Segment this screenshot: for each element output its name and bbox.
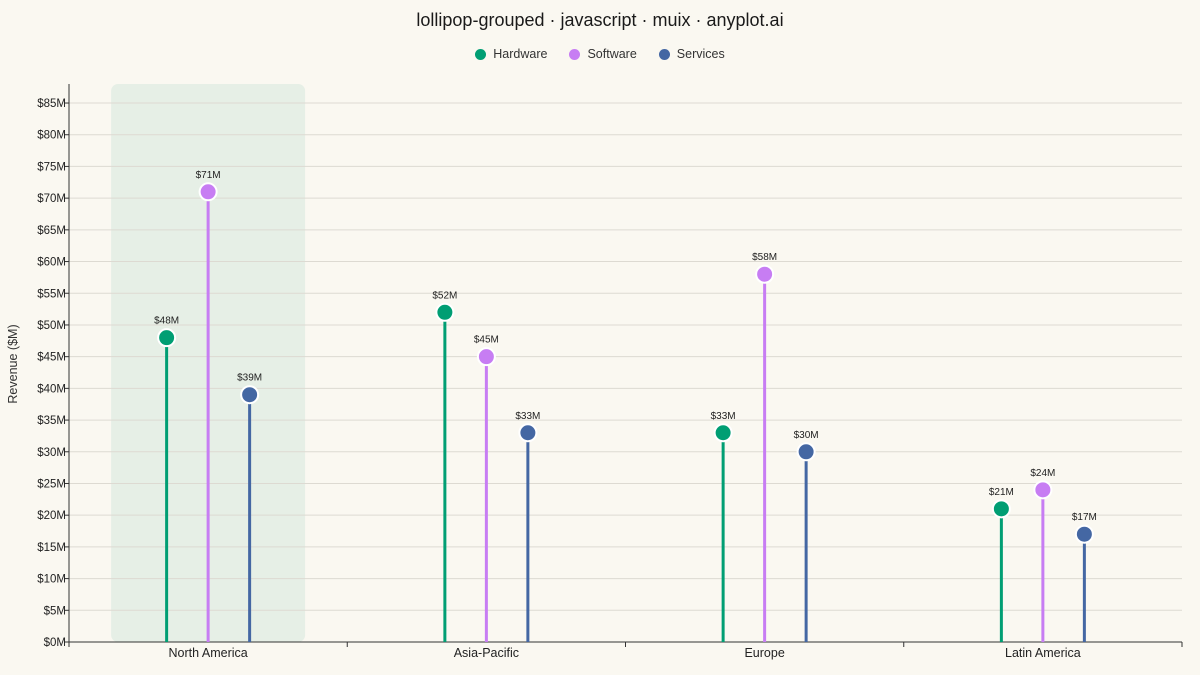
lollipop-hardware-north-america-dot <box>157 328 177 348</box>
y-tick-label: $0M <box>44 637 66 649</box>
x-tick-label-asia-pacific: Asia-Pacific <box>454 646 519 660</box>
lollipop-hardware-europe-dot <box>713 423 733 443</box>
y-tick-label: $30M <box>37 447 66 459</box>
y-tick-label: $70M <box>37 193 66 205</box>
y-tick-label: $35M <box>37 415 66 427</box>
lollipop-hardware-latin-america-label: $21M <box>989 487 1014 498</box>
lollipop-software-north-america-label: $71M <box>196 170 221 181</box>
y-tick-label: $5M <box>44 605 66 617</box>
x-tick-label-latin-america: Latin America <box>1005 646 1081 660</box>
legend-label-software: Software <box>587 47 637 61</box>
lollipop-hardware-asia-pacific-dot <box>435 302 455 322</box>
lollipop-hardware-europe-label: $33M <box>711 411 736 422</box>
x-tick-label-europe: Europe <box>744 646 784 660</box>
lollipop-software-asia-pacific-label: $45M <box>474 335 499 346</box>
legend-swatch-hardware <box>475 48 487 60</box>
lollipop-services-asia-pacific-label: $33M <box>515 411 540 422</box>
legend: Hardware Software Services <box>0 47 1200 61</box>
y-tick-label: $50M <box>37 320 66 332</box>
lollipop-hardware-asia-pacific-label: $52M <box>432 290 457 301</box>
legend-swatch-software <box>569 48 581 60</box>
lollipop-software-asia-pacific-dot <box>476 347 496 367</box>
legend-label-services: Services <box>676 47 725 61</box>
lollipop-hardware-latin-america-dot <box>991 499 1011 519</box>
x-tick-label-north-america: North America <box>169 646 248 660</box>
lollipop-services-europe-label: $30M <box>794 430 819 441</box>
y-tick-label: $20M <box>37 510 66 522</box>
legend-item-services[interactable]: Services <box>658 47 725 61</box>
lollipop-services-asia-pacific-dot <box>518 423 538 443</box>
y-tick-label: $25M <box>37 478 66 490</box>
y-tick-label: $60M <box>37 257 66 269</box>
lollipop-services-latin-america-label: $17M <box>1072 512 1097 523</box>
legend-swatch-services <box>658 48 670 60</box>
lollipop-software-latin-america-dot <box>1033 480 1053 500</box>
legend-item-hardware[interactable]: Hardware <box>475 47 547 61</box>
lollipop-hardware-north-america-label: $48M <box>154 316 179 327</box>
lollipop-software-latin-america-label: $24M <box>1030 468 1055 479</box>
y-tick-label: $80M <box>37 130 66 142</box>
y-tick-label: $40M <box>37 383 66 395</box>
legend-label-hardware: Hardware <box>493 47 548 61</box>
lollipop-services-latin-america-dot <box>1074 524 1094 544</box>
lollipop-services-europe-dot <box>796 442 816 462</box>
y-tick-label: $15M <box>37 542 66 554</box>
lollipop-services-north-america-label: $39M <box>237 373 262 384</box>
y-tick-label: $10M <box>37 574 66 586</box>
y-tick-label: $65M <box>37 225 66 237</box>
legend-item-software[interactable]: Software <box>569 47 637 61</box>
lollipop-services-north-america-dot <box>240 385 260 405</box>
y-axis-title: Revenue ($M) <box>6 324 20 403</box>
lollipop-software-north-america-dot <box>198 182 218 202</box>
chart-title: lollipop-grouped · javascript · muix · a… <box>416 10 784 30</box>
y-tick-label: $55M <box>37 288 66 300</box>
y-tick-label: $45M <box>37 352 66 364</box>
lollipop-software-europe-label: $58M <box>752 252 777 263</box>
y-tick-label: $75M <box>37 161 66 173</box>
y-tick-label: $85M <box>37 98 66 110</box>
lollipop-software-europe-dot <box>755 264 775 284</box>
